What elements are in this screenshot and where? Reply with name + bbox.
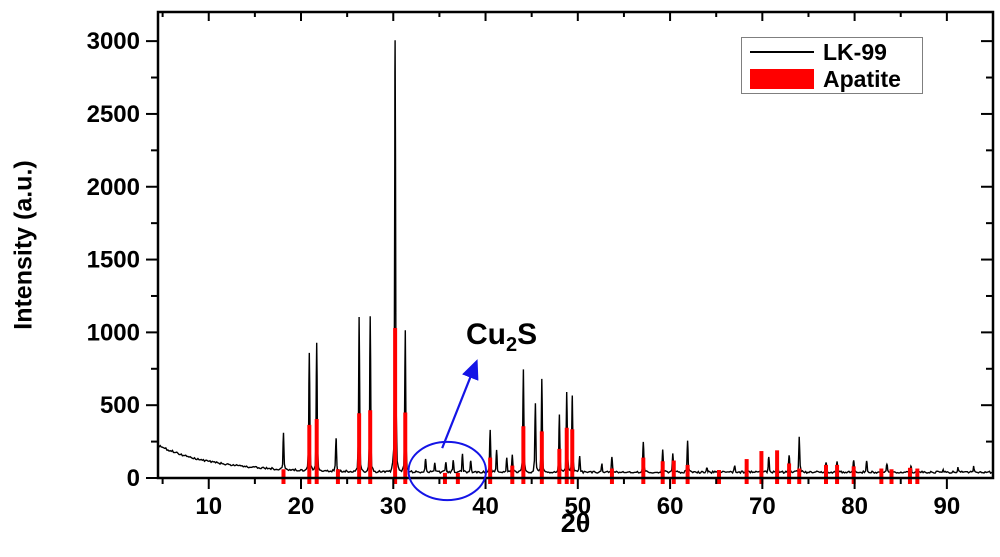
legend-entry-apatite: Apatite	[750, 67, 914, 91]
svg-text:1500: 1500	[87, 247, 140, 274]
legend-entry-lk99: LK-99	[750, 40, 914, 64]
legend-label-apatite: Apatite	[823, 65, 901, 92]
svg-text:20: 20	[288, 493, 315, 520]
apatite-fill-swatch	[750, 69, 814, 89]
cu2s-ellipse	[407, 440, 488, 502]
x-axis-title: 2θ	[560, 508, 591, 538]
x-tick-labels: 10 20 30 40 50 60 70 80 90	[195, 493, 960, 520]
svg-text:30: 30	[380, 493, 407, 520]
y-axis-title: Intensity (a.u.)	[9, 160, 38, 330]
svg-text:1000: 1000	[87, 319, 140, 346]
cu2s-marker	[407, 359, 488, 502]
lk99-line-swatch	[750, 51, 814, 53]
svg-text:60: 60	[657, 493, 684, 520]
cu2s-text-sub: 2	[506, 334, 518, 356]
svg-text:50: 50	[564, 493, 591, 520]
legend-label-lk99: LK-99	[823, 38, 887, 65]
svg-text:10: 10	[195, 493, 222, 520]
lk99-trace	[157, 40, 994, 475]
cu2s-arrow	[441, 359, 479, 449]
svg-text:0: 0	[127, 465, 140, 492]
cu2s-text-main: Cu	[466, 318, 506, 351]
svg-text:70: 70	[749, 493, 776, 520]
svg-text:2500: 2500	[87, 101, 140, 128]
svg-text:2000: 2000	[87, 174, 140, 201]
svg-text:80: 80	[841, 493, 868, 520]
legend: LK-99 Apatite	[741, 37, 923, 94]
apatite-bars	[281, 328, 920, 484]
plot-frame	[156, 10, 995, 480]
cu2s-annotation-label: Cu2S	[466, 318, 538, 356]
y-tick-labels: 0 500 1000 1500 2000 2500 3000	[87, 28, 140, 492]
svg-text:500: 500	[100, 392, 140, 419]
svg-text:40: 40	[472, 493, 499, 520]
axis-ticks	[146, 12, 993, 489]
svg-text:90: 90	[934, 493, 961, 520]
svg-text:3000: 3000	[87, 28, 140, 55]
cu2s-text-end: S	[517, 318, 538, 351]
